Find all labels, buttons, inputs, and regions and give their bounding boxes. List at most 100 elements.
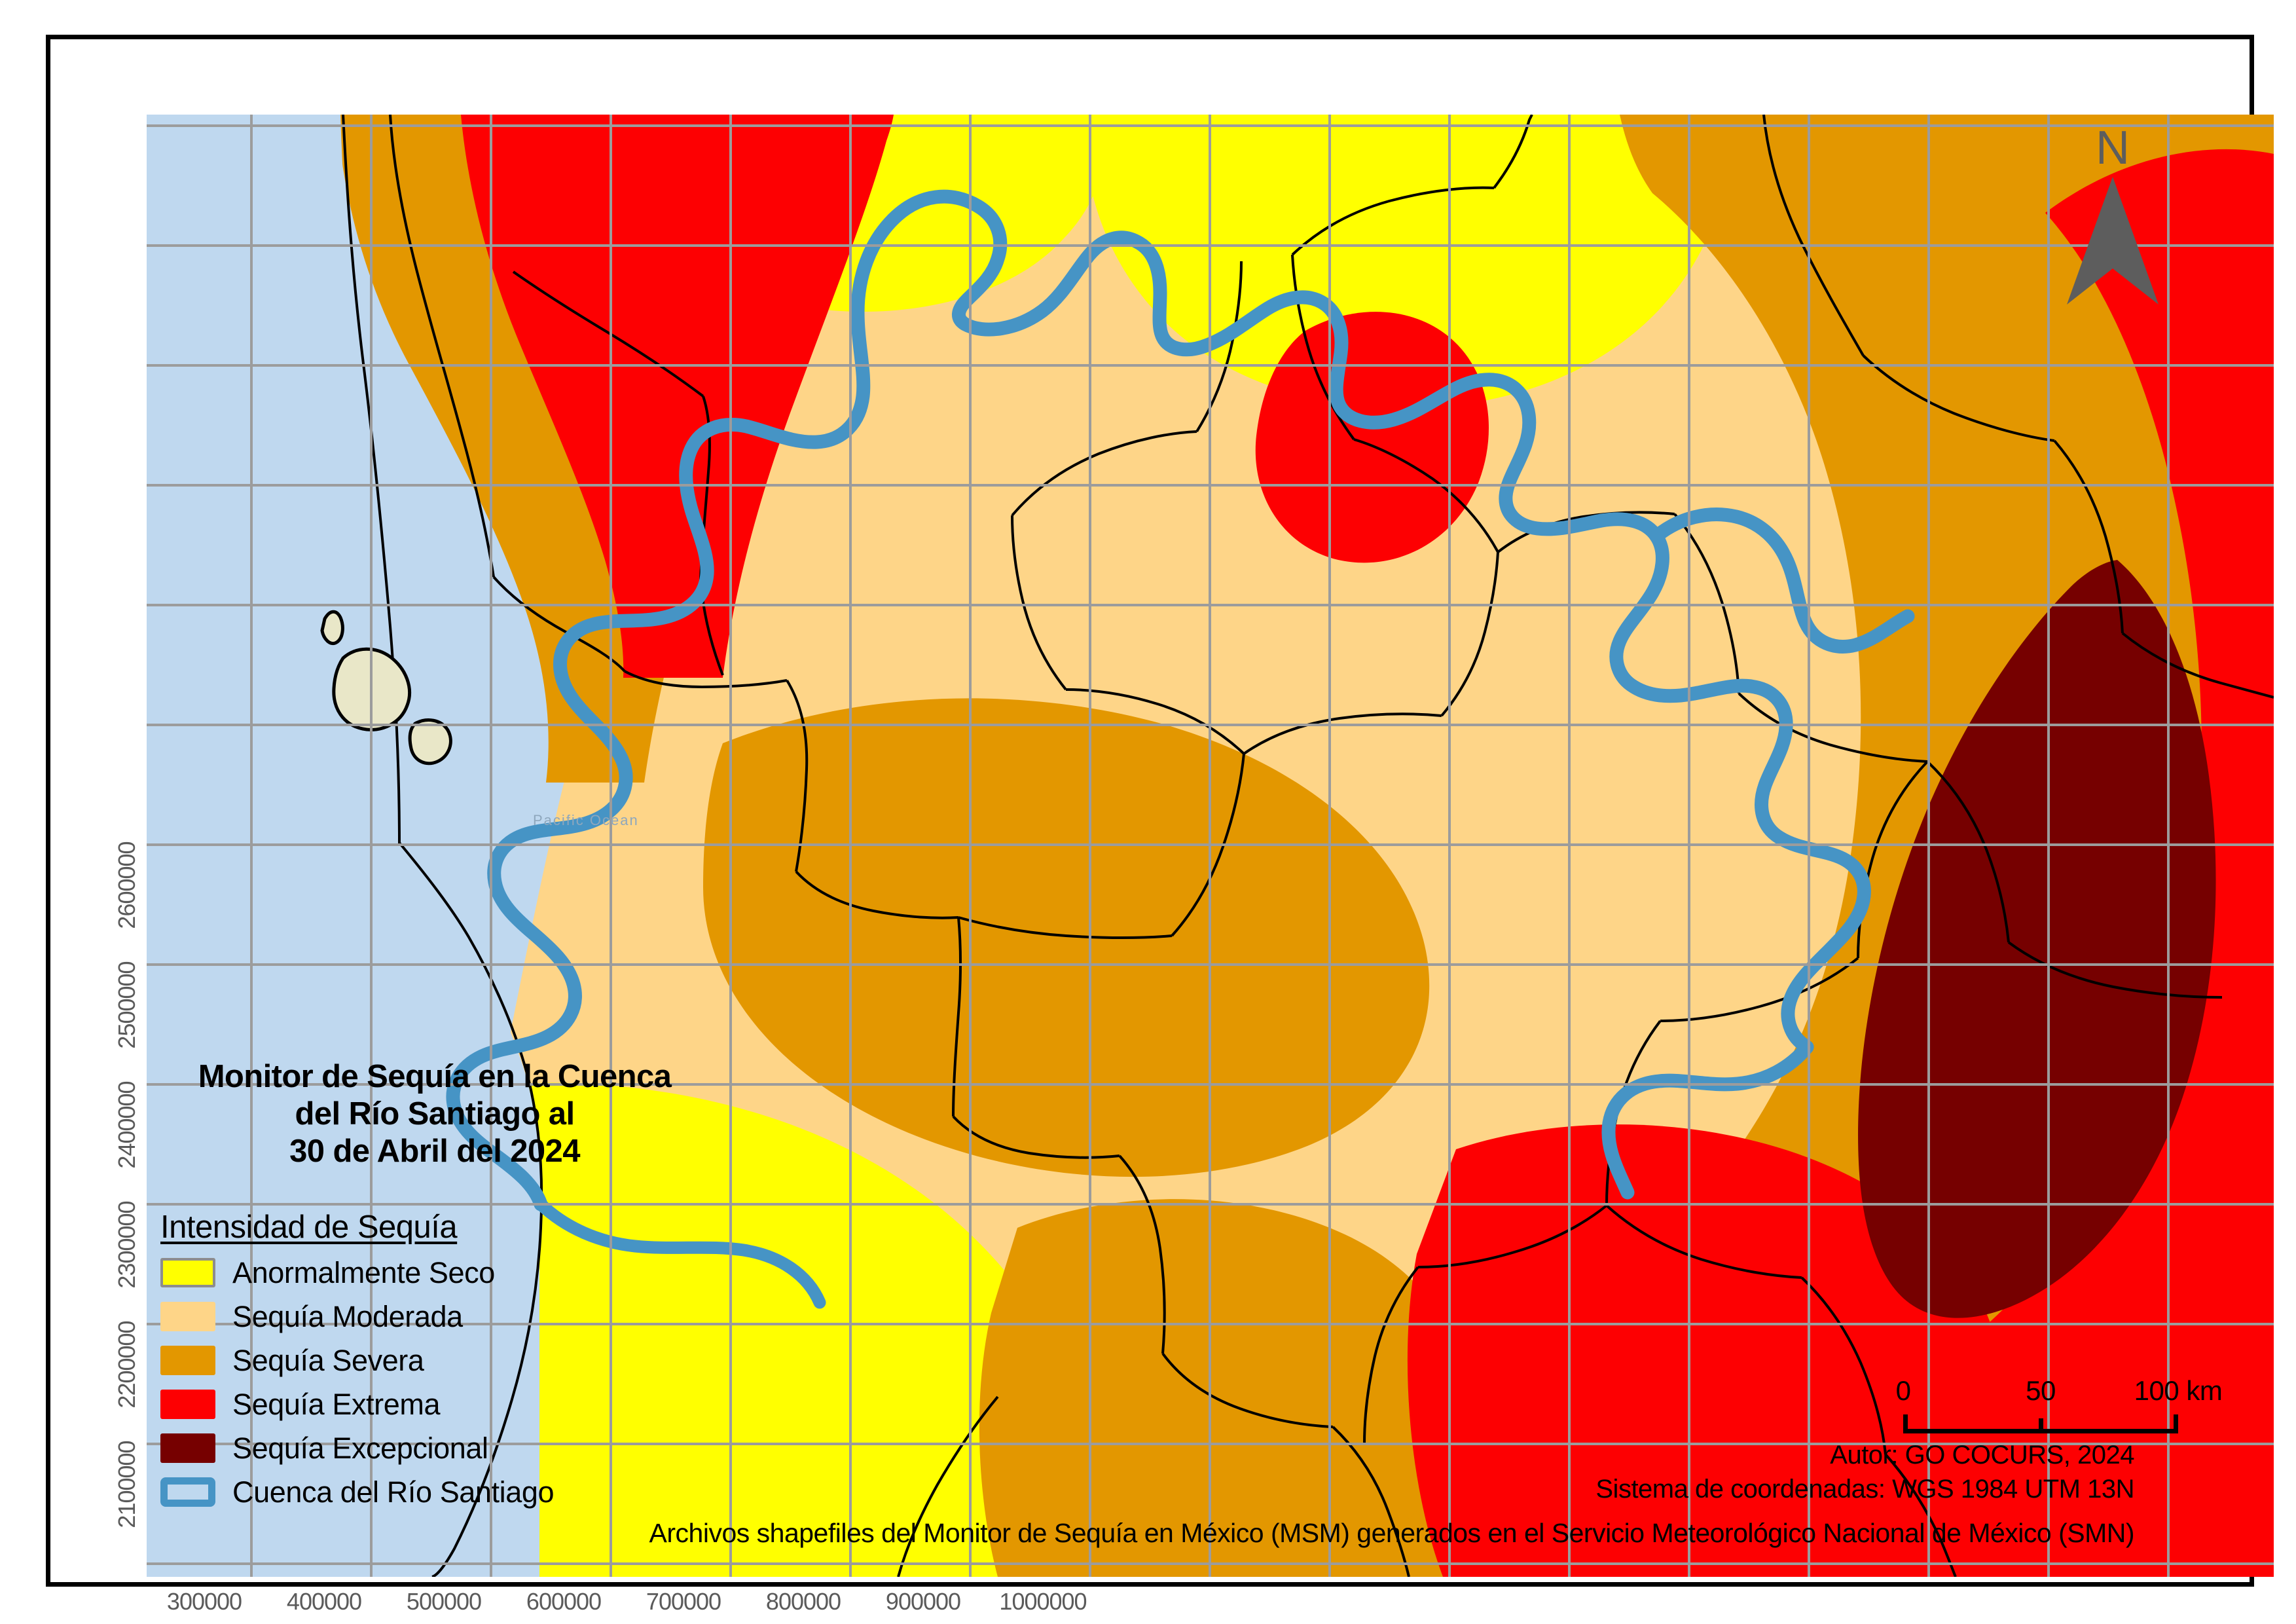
state-border-28 — [1862, 354, 2055, 442]
scale-bar-graphic — [1903, 1414, 2178, 1433]
state-border-3 — [624, 670, 788, 689]
state-border-29 — [2053, 439, 2124, 634]
state-border-8 — [795, 870, 959, 919]
y-axis-tick: 2500000 — [113, 961, 140, 1049]
figure-frame: Pacific Ocean Monitor de Sequía en la Cu… — [46, 35, 2274, 1615]
x-axis-tick: 300000 — [166, 1588, 242, 1615]
ocean-label: Pacific Ocean — [533, 812, 639, 828]
legend-label-sequia-extrema: Sequía Extrema — [232, 1387, 441, 1421]
y-axis-tick: 2200000 — [113, 1320, 140, 1409]
legend-item-anormalmente-seco[interactable]: Anormalmente Seco — [160, 1255, 750, 1291]
legend-label-cuenca: Cuenca del Río Santiago — [232, 1475, 555, 1509]
credit-author: Autor: GO COCURS, 2024 — [1830, 1441, 2134, 1469]
state-border-16 — [1243, 712, 1442, 755]
state-border-18 — [1497, 511, 1675, 553]
zone-anormalmente-seco-northeast — [1083, 115, 1734, 409]
scale-tick-100: 100 km — [2134, 1375, 2223, 1406]
x-axis-tick: 1000000 — [999, 1588, 1087, 1615]
x-axis-tick: 400000 — [286, 1588, 362, 1615]
scale-bar-labels: 0 50 100 km — [1896, 1375, 2223, 1409]
legend-label-sequia-excepcional: Sequía Excepcional — [232, 1431, 488, 1465]
legend-swatch-sequia-severa — [160, 1346, 215, 1375]
map-title-line1: Monitor de Sequía en la Cuenca — [198, 1059, 672, 1094]
x-axis-tick: 800000 — [765, 1588, 841, 1615]
legend: Intensidad de Sequía Anormalmente Seco S… — [160, 1209, 750, 1518]
state-border-23 — [1353, 438, 1499, 553]
state-border-40 — [897, 1395, 999, 1577]
state-border-20 — [1738, 692, 1928, 763]
legend-item-sequia-severa[interactable]: Sequía Severa — [160, 1342, 750, 1378]
state-border-19 — [1673, 513, 1740, 694]
x-axis-tick: 500000 — [406, 1588, 482, 1615]
north-arrow: N — [2060, 124, 2165, 308]
map-title: Monitor de Sequía en la Cuenca del Río S… — [160, 1058, 709, 1170]
y-axis-tick: 2400000 — [113, 1080, 140, 1169]
scale-tick-50: 50 — [2026, 1375, 2056, 1406]
y-axis-tick: 2100000 — [113, 1440, 140, 1528]
state-border-21 — [1926, 760, 2010, 943]
legend-item-sequia-extrema[interactable]: Sequía Extrema — [160, 1386, 750, 1422]
map-canvas[interactable]: Pacific Ocean — [147, 115, 2274, 1577]
state-border-34 — [1605, 1204, 1802, 1279]
state-border-13 — [1332, 1426, 1410, 1577]
legend-heading: Intensidad de Sequía — [160, 1209, 458, 1245]
legend-label-anormalmente-seco: Anormalmente Seco — [232, 1255, 495, 1289]
state-border-4 — [512, 270, 704, 397]
map-title-line3: 30 de Abril del 2024 — [289, 1133, 580, 1169]
map-title-line2: del Río Santiago al — [295, 1096, 575, 1132]
basin-southeast — [1601, 1040, 1814, 1200]
scale-tick-0: 0 — [1895, 1375, 1911, 1406]
legend-item-sequia-excepcional[interactable]: Sequía Excepcional — [160, 1430, 750, 1466]
credit-source: Archivos shapefiles del Monitor de Sequí… — [649, 1518, 2135, 1548]
basin-cuenca-rio-santiago — [886, 189, 1871, 1054]
state-border-15 — [1171, 753, 1245, 937]
state-border-31 — [1857, 760, 1929, 959]
island-small-north — [320, 610, 344, 645]
zone-sequia-extrema-nw — [461, 115, 894, 678]
y-axis-tick: 2600000 — [113, 841, 140, 929]
zone-sequia-severa-south — [979, 1199, 1467, 1577]
state-border-37 — [1011, 515, 1067, 691]
zone-sequia-extrema-east — [1482, 149, 2274, 1577]
state-border-30 — [2121, 632, 2274, 699]
state-border-26 — [1493, 115, 1533, 189]
state-border-38 — [1011, 430, 1197, 517]
x-axis-tick: 600000 — [526, 1588, 602, 1615]
basin-southwest — [446, 212, 900, 1211]
x-axis-tick: 900000 — [885, 1588, 961, 1615]
state-border-17 — [1440, 551, 1499, 717]
state-border-43 — [1363, 1266, 1419, 1445]
administrative-boundaries — [342, 115, 2274, 1577]
legend-label-sequia-severa: Sequía Severa — [232, 1343, 424, 1377]
legend-item-cuenca[interactable]: Cuenca del Río Santiago — [160, 1474, 750, 1510]
basin-east-spur — [1649, 507, 1915, 654]
x-axis-tick: 700000 — [646, 1588, 721, 1615]
state-border-22 — [2007, 941, 2223, 999]
state-border-9 — [952, 917, 962, 1117]
state-border-36 — [1065, 688, 1245, 755]
legend-item-sequia-moderada[interactable]: Sequía Moderada — [160, 1299, 750, 1335]
legend-swatch-anormalmente-seco — [160, 1258, 215, 1287]
credit-crs: Sistema de coordenadas: WGS 1984 UTM 13N — [1595, 1475, 2134, 1504]
legend-swatch-sequia-excepcional — [160, 1433, 215, 1463]
island-main — [332, 647, 411, 731]
state-border-27 — [1762, 115, 1865, 356]
state-border-41 — [1884, 1453, 1957, 1577]
north-arrow-label: N — [2096, 122, 2130, 174]
basin-river-segment — [534, 1198, 826, 1309]
zone-sequia-severa-central — [703, 698, 1430, 1177]
zone-sequia-extrema-central — [1255, 312, 1489, 563]
zone-sequia-excepcional — [1858, 560, 2216, 1318]
state-border-25 — [1291, 186, 1495, 256]
state-border-12 — [1161, 1352, 1334, 1428]
legend-label-sequia-moderada: Sequía Moderada — [232, 1299, 463, 1333]
north-arrow-icon — [2067, 177, 2159, 304]
scale-bar: 0 50 100 km — [1896, 1375, 2223, 1433]
y-axis-tick: 2300000 — [113, 1200, 140, 1289]
legend-swatch-sequia-moderada — [160, 1302, 215, 1331]
state-border-35 — [1800, 1276, 1887, 1455]
state-border-14 — [958, 916, 1173, 939]
legend-swatch-sequia-extrema — [160, 1390, 215, 1419]
state-border-10 — [952, 1115, 1120, 1159]
